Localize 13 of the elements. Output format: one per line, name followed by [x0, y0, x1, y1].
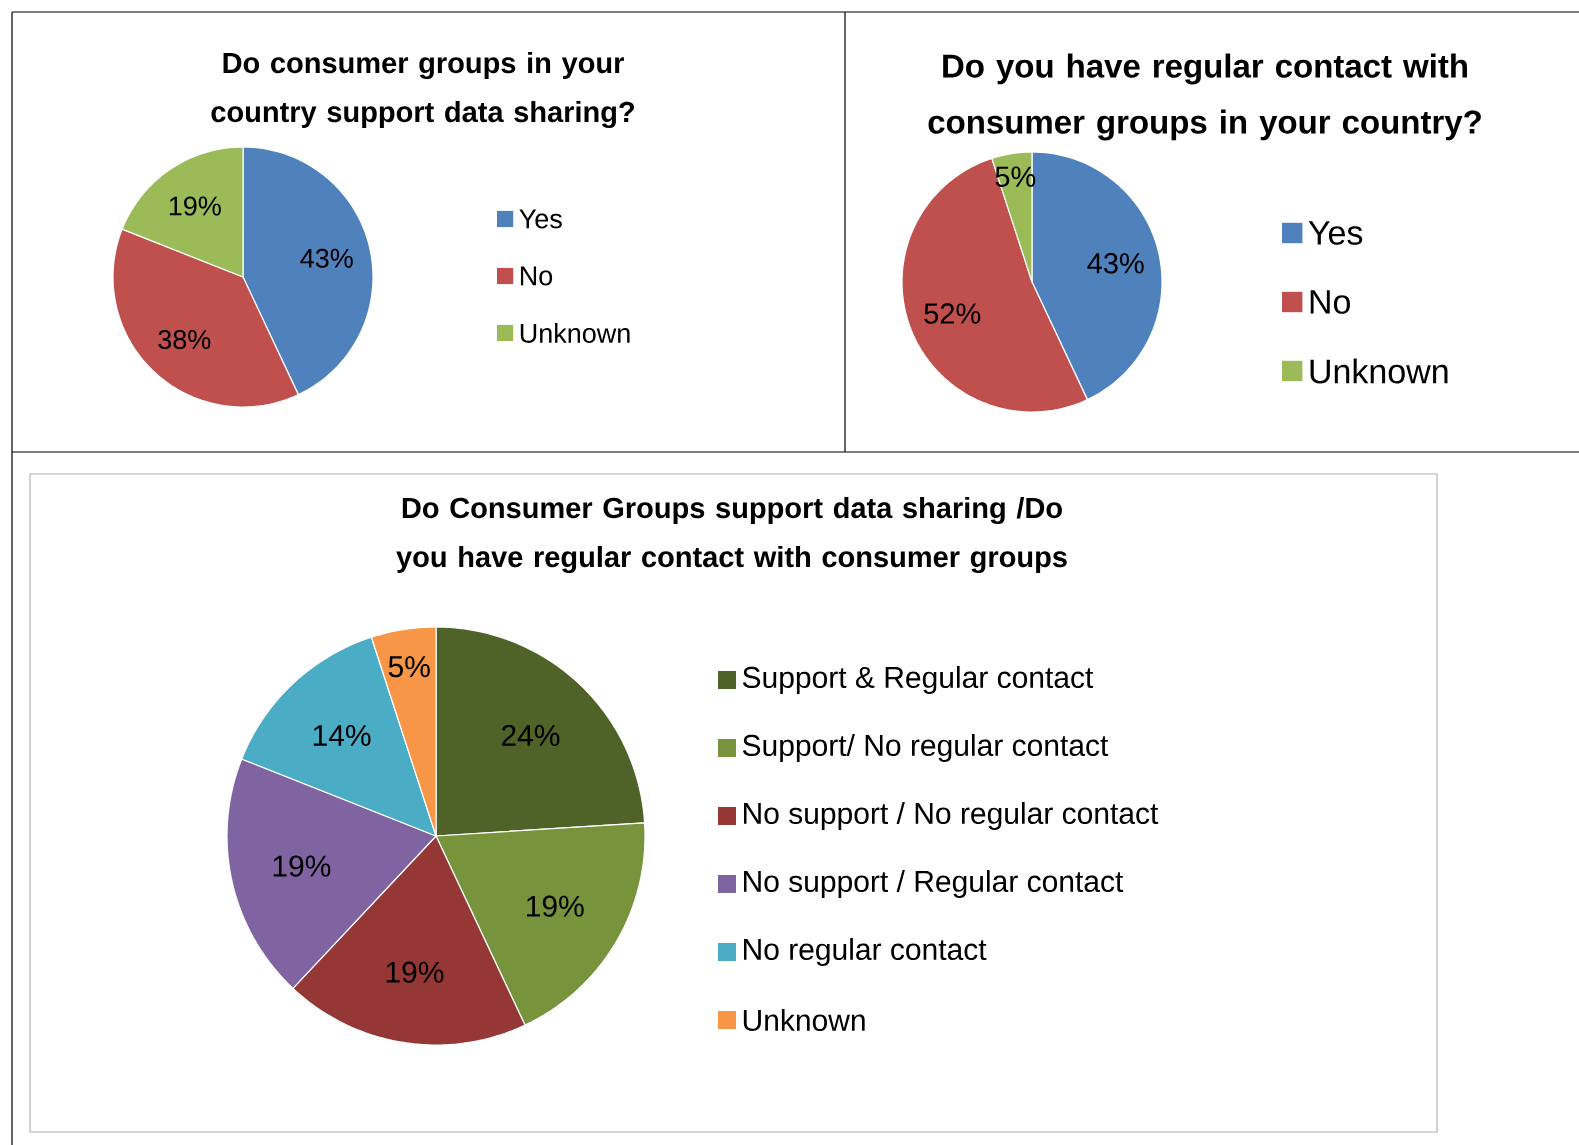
- data-label: 5%: [388, 656, 430, 678]
- data-label: 19%: [527, 895, 584, 917]
- legend-label: Support/ No regular contact: [742, 734, 1109, 762]
- chart-title: Do Consumer Groups support data sharing /Do you have regular contact with consumer groups: [396, 496, 1067, 574]
- data-label: 24%: [501, 724, 560, 747]
- legend-label: No regular contact: [744, 938, 987, 966]
- legend-label: Unknown: [743, 1008, 865, 1032]
- legend-label: No support / No regular contact: [744, 802, 1159, 830]
- data-label: 19%: [273, 855, 331, 877]
- data-label: 19%: [386, 961, 444, 983]
- legend-label: No support / Regular contact: [744, 870, 1124, 898]
- legend-label: Support & Regular contact: [742, 666, 1094, 694]
- data-label: 14%: [313, 724, 371, 746]
